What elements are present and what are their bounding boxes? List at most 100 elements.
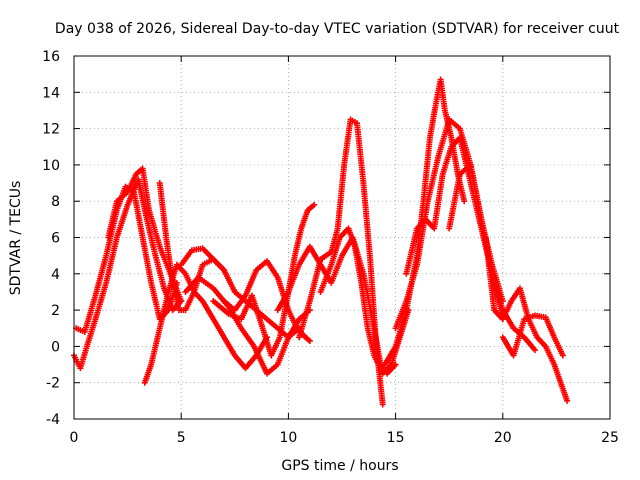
x-tick-label: 25 xyxy=(601,430,619,446)
track-markers xyxy=(222,336,237,357)
data-point xyxy=(311,201,318,208)
x-tick-label: 5 xyxy=(177,430,186,446)
track-markers xyxy=(103,236,120,284)
y-tick-label: 2 xyxy=(51,303,60,319)
track-markers xyxy=(211,257,226,272)
x-tick-label: 0 xyxy=(70,430,79,446)
track-markers xyxy=(227,311,243,322)
track-markers xyxy=(222,299,237,312)
track-markers xyxy=(139,167,152,212)
track-markers xyxy=(157,291,171,330)
track-markers xyxy=(178,307,187,314)
track-markers xyxy=(269,336,282,357)
track-markers xyxy=(341,118,354,166)
track-markers xyxy=(75,326,86,334)
track-markers xyxy=(243,354,258,370)
track-markers xyxy=(140,236,154,284)
track-markers xyxy=(303,335,312,343)
track-markers xyxy=(233,294,248,312)
track-markers xyxy=(134,166,144,176)
axis-ticks: 0 5 10 15 20 25 -4 -2 0 2 4 6 8 10 12 14 16 xyxy=(42,49,619,446)
data-point xyxy=(531,347,538,354)
track-markers xyxy=(329,254,345,284)
data-point xyxy=(564,397,571,404)
series-track xyxy=(317,225,412,377)
track-markers xyxy=(82,294,98,333)
track-markers xyxy=(489,272,506,311)
track-markers xyxy=(482,236,497,311)
track-markers xyxy=(318,263,334,293)
track-markers xyxy=(275,336,291,366)
track-markers xyxy=(239,294,255,321)
track-markers xyxy=(354,122,367,184)
track-markers xyxy=(468,164,484,221)
track-markers xyxy=(360,182,373,257)
track-markers xyxy=(307,258,324,302)
track-markers xyxy=(319,250,333,262)
track-markers xyxy=(175,263,188,276)
track-markers xyxy=(252,345,270,375)
track-markers xyxy=(265,317,279,330)
track-markers xyxy=(157,182,169,239)
y-tick-label: 10 xyxy=(42,158,60,174)
track-markers xyxy=(146,209,163,248)
x-tick-label: 10 xyxy=(279,430,297,446)
track-markers xyxy=(183,290,197,312)
track-markers xyxy=(275,290,291,312)
track-markers xyxy=(522,335,537,352)
track-markers xyxy=(148,327,163,366)
track-markers xyxy=(306,203,316,212)
track-markers xyxy=(425,154,441,203)
track-markers xyxy=(427,100,439,139)
track-markers xyxy=(265,363,279,376)
track-markers xyxy=(403,227,420,275)
track-markers xyxy=(212,299,230,316)
track-markers xyxy=(179,249,194,266)
track-markers xyxy=(211,317,227,339)
y-tick-label: 8 xyxy=(51,194,60,210)
track-markers xyxy=(131,191,146,239)
x-tick-label: 20 xyxy=(494,430,512,446)
y-axis-label: SDTVAR / TECUs xyxy=(8,181,24,296)
series-track xyxy=(210,201,318,359)
track-markers xyxy=(446,173,463,230)
data-points xyxy=(71,76,571,408)
x-tick-label: 15 xyxy=(387,430,405,446)
series-track xyxy=(156,180,228,314)
track-markers xyxy=(239,327,256,348)
track-markers xyxy=(393,300,409,330)
track-markers xyxy=(296,300,313,339)
track-markers xyxy=(222,269,237,293)
y-tick-label: 4 xyxy=(51,267,60,283)
y-tick-label: -4 xyxy=(46,412,60,428)
track-markers xyxy=(431,173,446,230)
y-tick-label: 16 xyxy=(42,49,60,65)
track-markers xyxy=(201,246,215,261)
track-markers xyxy=(148,282,163,321)
series-track xyxy=(482,234,571,404)
track-markers xyxy=(382,345,398,366)
track-markers xyxy=(328,227,341,253)
track-markers xyxy=(517,287,531,321)
track-markers xyxy=(385,363,398,376)
track-markers xyxy=(420,136,433,203)
track-markers xyxy=(552,336,565,357)
track-markers xyxy=(349,117,358,125)
y-tick-label: 14 xyxy=(42,85,60,101)
track-markers xyxy=(286,309,300,330)
y-tick-label: 6 xyxy=(51,231,60,247)
track-markers xyxy=(249,294,266,330)
track-markers xyxy=(500,300,514,321)
track-markers xyxy=(334,164,347,230)
track-markers xyxy=(367,254,380,348)
data-point xyxy=(379,401,386,408)
data-point xyxy=(306,337,313,344)
y-tick-label: -2 xyxy=(46,376,60,392)
track-markers xyxy=(436,118,452,157)
chart-title: Day 038 of 2026, Sidereal Day-to-day VTE… xyxy=(55,21,620,37)
track-markers xyxy=(403,263,420,302)
track-markers xyxy=(197,275,215,290)
track-markers xyxy=(447,118,462,131)
